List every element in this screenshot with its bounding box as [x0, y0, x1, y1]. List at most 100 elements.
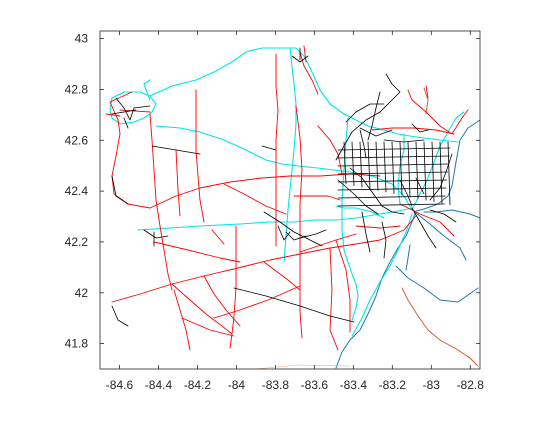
- interstate-path: [137, 207, 413, 231]
- river-path: [401, 287, 479, 367]
- local-road-path: [367, 141, 371, 190]
- state-highway-path: [105, 113, 121, 117]
- x-tick-label: -83.6: [301, 378, 329, 392]
- state-highway-path: [355, 225, 401, 229]
- local-road-path: [261, 145, 277, 151]
- state-highway-path: [149, 173, 381, 209]
- local-road-path: [383, 139, 425, 143]
- state-highway-path: [299, 51, 319, 95]
- local-road-path: [439, 141, 443, 204]
- state-highway-path: [171, 283, 233, 335]
- x-tick-label: -83: [423, 378, 441, 392]
- local-road-path: [399, 179, 413, 207]
- state-highway-path: [303, 45, 307, 63]
- local-road-path: [429, 153, 453, 201]
- local-road-path: [337, 179, 379, 215]
- local-road-path: [335, 73, 401, 161]
- state-highway-path: [317, 125, 343, 175]
- local-road-path: [111, 109, 137, 115]
- x-tick-label: -84.6: [106, 378, 134, 392]
- y-tick-label: 42.4: [65, 184, 89, 198]
- local-road-path: [359, 141, 363, 188]
- state-highway-path: [371, 127, 455, 135]
- local-road-path: [375, 141, 379, 191]
- state-highway-path: [211, 229, 225, 245]
- state-highway-path: [263, 261, 301, 291]
- x-axis: -84.6 -84.4 -84.2 -84 -83.8 -83.6 -83.4 -83.2 -8…: [106, 31, 484, 392]
- y-tick-label: 42: [75, 286, 89, 300]
- state-highway-path: [407, 89, 469, 135]
- local-road-path: [407, 141, 411, 198]
- x-tick-label: -83.8: [262, 378, 290, 392]
- y-tick-label: 42.6: [65, 133, 89, 147]
- local-road-path: [263, 211, 323, 247]
- local-road-path: [337, 155, 450, 159]
- x-tick-label: -83.2: [379, 378, 407, 392]
- state-highway-path: [229, 225, 237, 349]
- x-tick-label: -84.2: [184, 378, 212, 392]
- state-highway-path: [173, 289, 191, 351]
- state-highway-path: [275, 53, 279, 247]
- local-road-path: [361, 211, 371, 253]
- local-road-path: [343, 141, 347, 185]
- state-highway-path: [399, 203, 455, 237]
- local-road-path: [337, 195, 446, 199]
- local-road-path: [411, 123, 429, 133]
- state-highway-path: [213, 285, 301, 319]
- local-road-path: [381, 221, 387, 259]
- local-road-path: [351, 141, 355, 186]
- state-highway-path: [223, 183, 287, 215]
- local-road-path: [423, 141, 427, 201]
- state-highway-path: [293, 195, 341, 201]
- state-highway-path: [181, 317, 235, 337]
- interstate-path: [397, 133, 405, 205]
- interstate-path: [411, 111, 465, 211]
- state-highway-path: [335, 239, 351, 333]
- state-highway-path: [295, 105, 303, 339]
- shoreline-path: [335, 210, 417, 369]
- state-highway-path: [153, 241, 241, 263]
- local-road-path: [111, 175, 129, 205]
- local-road-path: [399, 141, 403, 196]
- x-tick-label: -84.4: [145, 378, 173, 392]
- local-road-path: [383, 141, 387, 193]
- local-road-path: [337, 147, 451, 151]
- y-tick-label: 43: [75, 32, 89, 46]
- local-road-path: [429, 209, 457, 223]
- shoreline-path: [415, 119, 481, 212]
- local-road-path: [299, 229, 327, 239]
- local-road-path: [143, 229, 169, 239]
- state-highway-path: [109, 91, 133, 103]
- interstate-path: [351, 213, 413, 337]
- state-highway-path: [195, 89, 205, 223]
- state-highway-path: [329, 247, 339, 351]
- y-tick-label: 42.8: [65, 82, 89, 96]
- local-road-path: [123, 117, 129, 129]
- x-tick-label: -83.4: [340, 378, 368, 392]
- river-path: [423, 87, 429, 115]
- state-highway-path: [425, 85, 429, 99]
- state-highway-path: [149, 113, 173, 291]
- local-road-path: [359, 129, 367, 159]
- local-road-path: [367, 91, 381, 141]
- local-road-path: [349, 167, 405, 215]
- interstate-path: [283, 47, 297, 263]
- local-road-path: [411, 207, 437, 249]
- local-road-path: [277, 225, 291, 241]
- river-path: [254, 364, 351, 370]
- shoreline-path: [423, 209, 481, 219]
- state-highway-path: [111, 215, 417, 303]
- local-road-path: [233, 287, 355, 323]
- local-road-path: [337, 203, 445, 207]
- shoreline-path: [395, 265, 479, 303]
- y-axis: 43 42.8 42.6 42.4 42.2 42 41.8: [65, 32, 480, 351]
- local-road-path: [359, 127, 393, 137]
- local-road-path: [115, 97, 151, 121]
- local-road-path: [337, 187, 447, 191]
- local-road-path: [111, 305, 129, 327]
- state-highway-path: [203, 275, 241, 327]
- state-highway-path: [175, 149, 181, 217]
